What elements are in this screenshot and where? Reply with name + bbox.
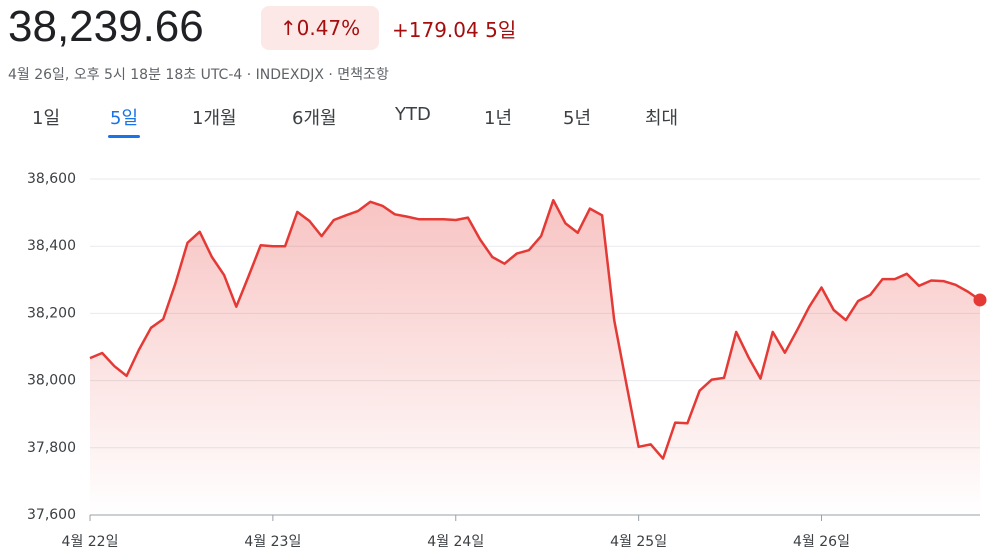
y-tick-label: 37,600: [27, 507, 76, 523]
y-tick-label: 38,400: [27, 238, 76, 254]
range-tab[interactable]: 5년: [563, 108, 592, 129]
range-tab[interactable]: 1년: [484, 108, 513, 129]
change: +179.04 5일: [392, 14, 516, 43]
range-tab[interactable]: YTD: [395, 104, 431, 125]
range-tab[interactable]: 최대: [645, 108, 679, 129]
line: [89, 198, 981, 460]
x-tick-label: 4월 24일: [427, 534, 484, 550]
area: [90, 200, 980, 515]
price: 38,239.66: [8, 2, 204, 51]
up-arrow: ↑: [279, 16, 297, 40]
last-point: [973, 293, 987, 307]
range-tab[interactable]: 1일: [32, 108, 61, 129]
x-tick-label: 4월 23일: [244, 534, 301, 550]
change-badge: ↑0.47%: [261, 6, 379, 50]
meta: 4월 26일, 오후 5시 18분 18초 UTC-4 · INDEXDJX ·…: [8, 67, 389, 83]
range-tab[interactable]: 1개월: [192, 108, 237, 129]
x-tick-label: 4월 22일: [62, 534, 119, 550]
range-tab[interactable]: 5일: [107, 104, 141, 138]
range-tab[interactable]: 6개월: [292, 108, 337, 129]
y-tick-label: 38,000: [27, 373, 76, 389]
x-tick-label: 4월 25일: [610, 534, 667, 550]
y-tick-label: 38,600: [27, 171, 76, 187]
change-pct: 0.47%: [296, 16, 361, 40]
y-tick-label: 37,800: [27, 440, 76, 456]
change-abs: +179.04: [392, 18, 479, 42]
period: 5일: [485, 18, 517, 42]
x-tick-label: 4월 26일: [793, 534, 850, 550]
y-tick-label: 38,200: [27, 305, 76, 321]
